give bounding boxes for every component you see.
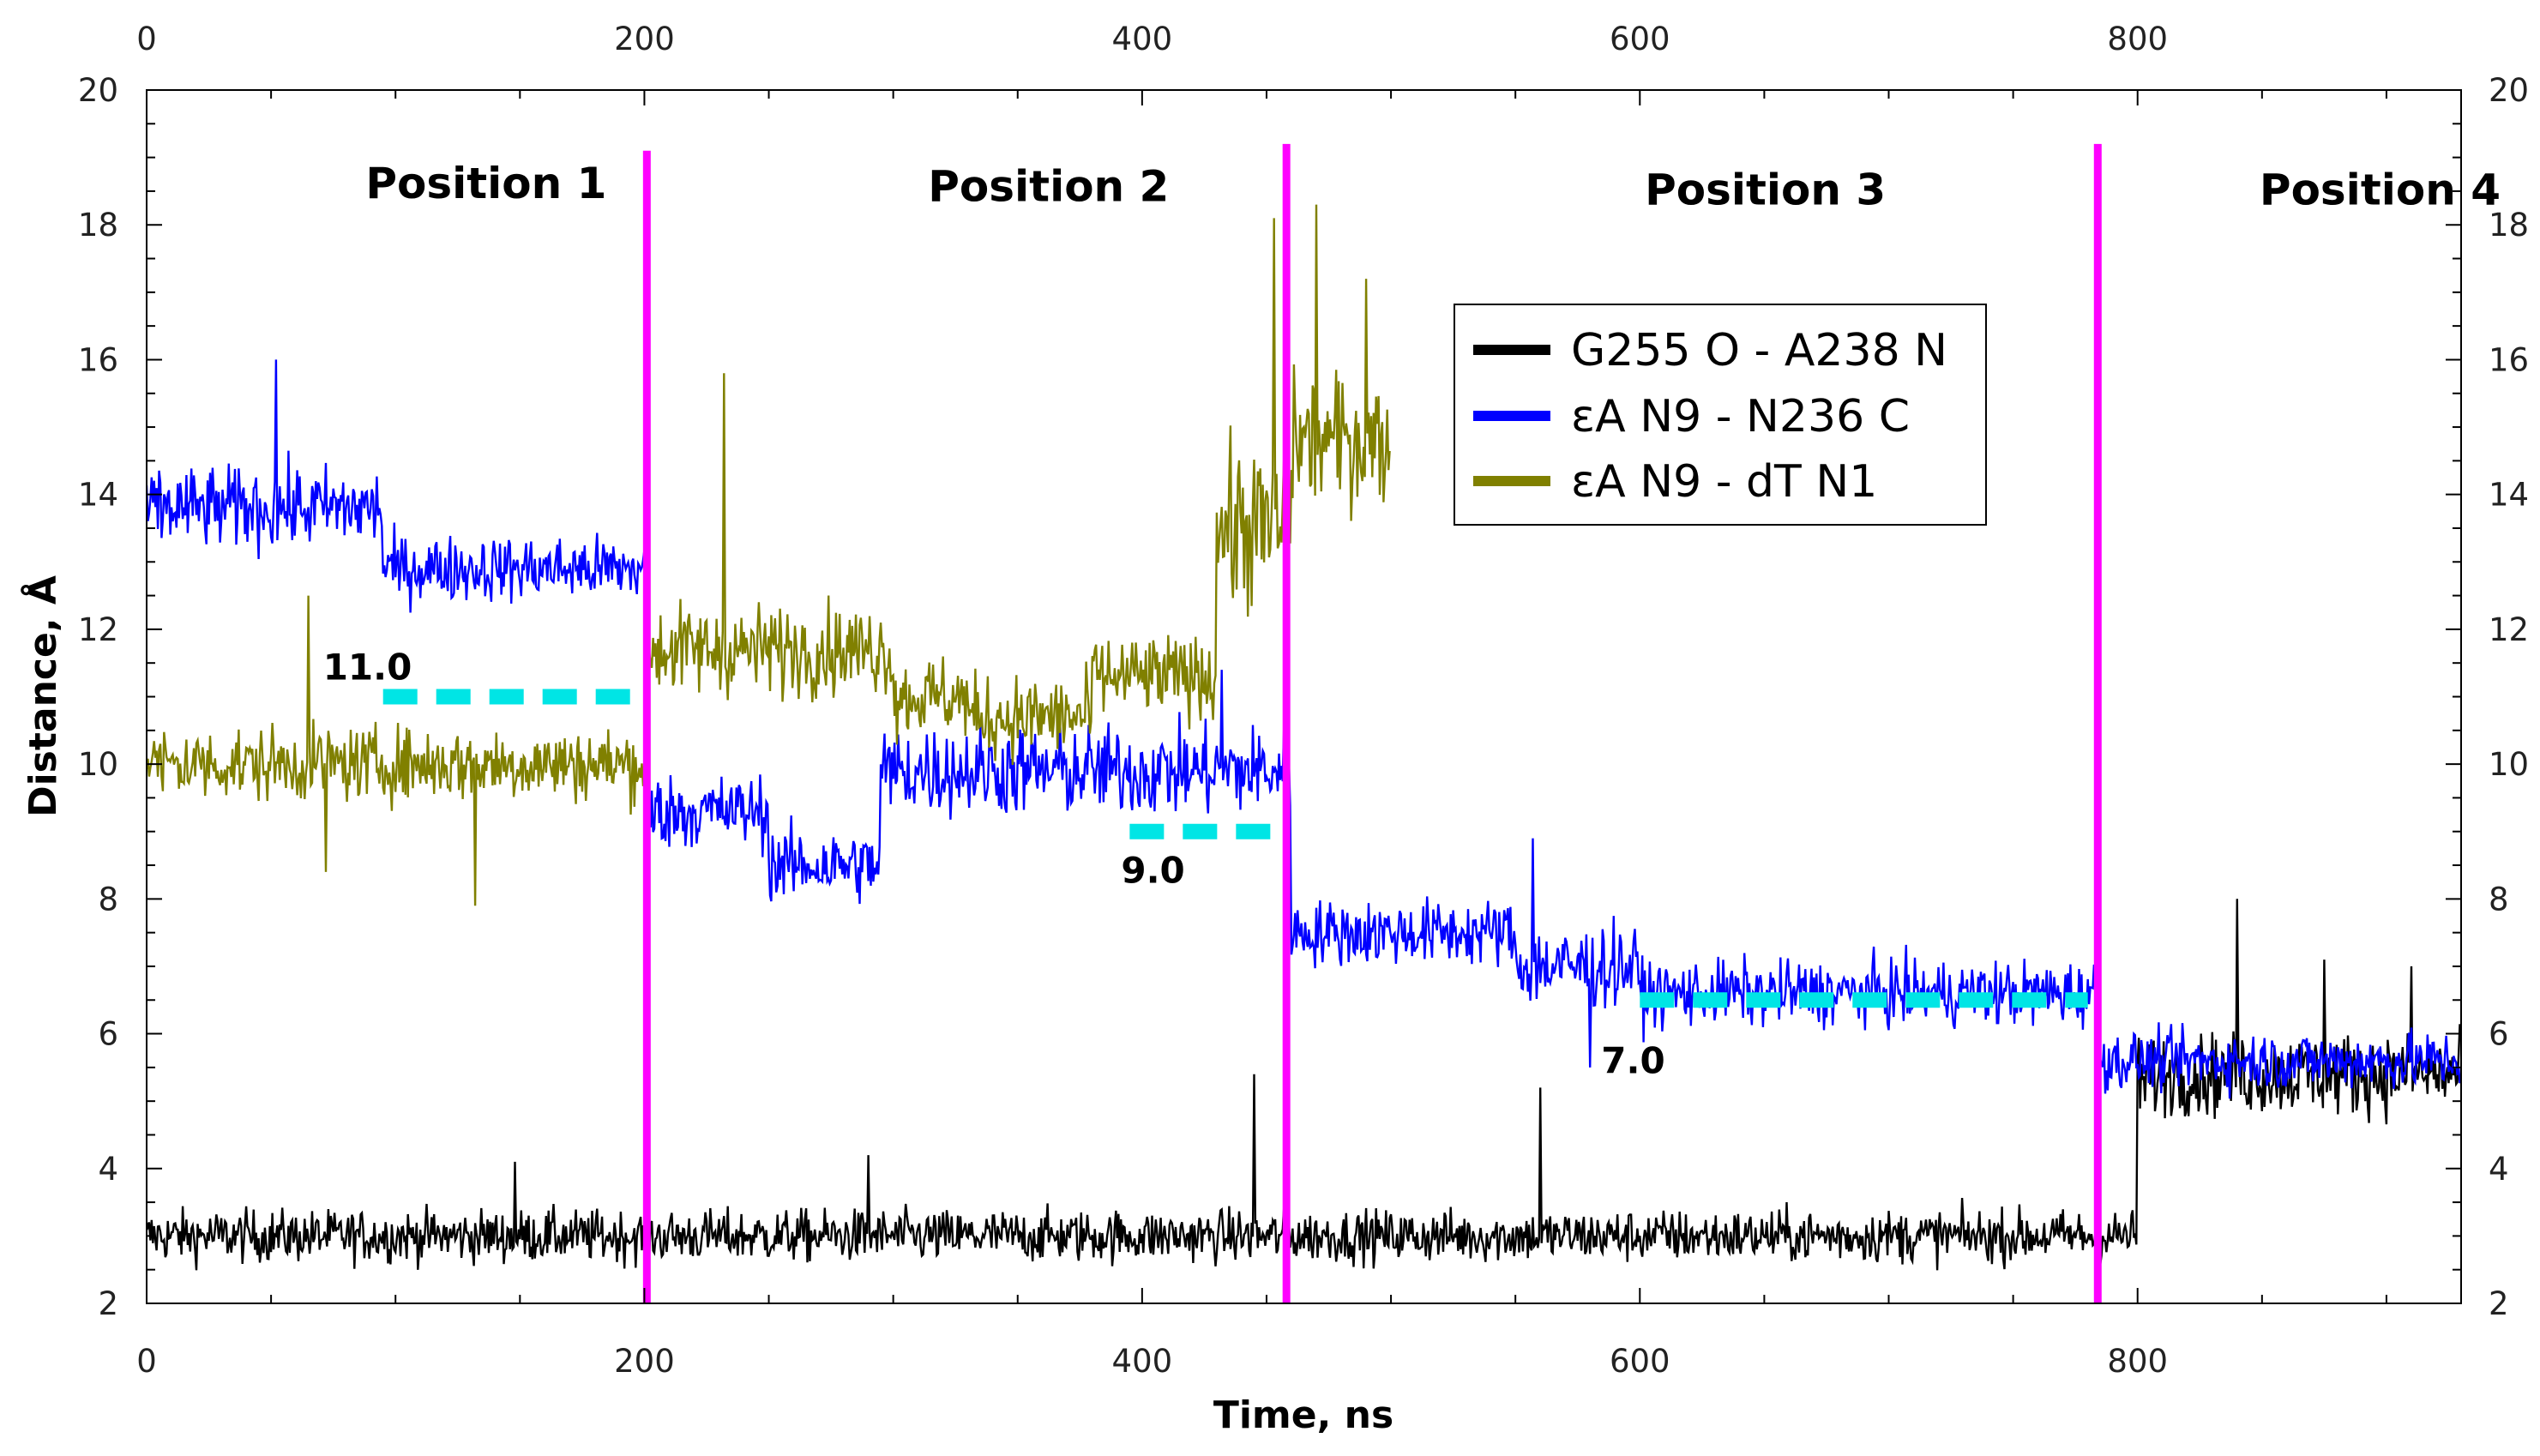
- threshold-label-2: 7.0: [1601, 1039, 1664, 1081]
- y-tick-label-right: 10: [2489, 746, 2529, 783]
- threshold-layer: 11.0 9.0 7.0: [323, 647, 2088, 1081]
- y-tick-label-left: 16: [78, 341, 118, 378]
- y-tick-label-right: 16: [2489, 341, 2529, 378]
- x-axis-title: Time, ns: [1213, 1393, 1393, 1437]
- region-layer: Position 1 Position 2 Position 3 Position 4: [365, 159, 2501, 215]
- x-tick-label-top: 800: [2107, 21, 2168, 57]
- legend-label-dt: εA N9 - dT N1: [1571, 456, 1877, 508]
- y-tick-label-left: 6: [98, 1016, 118, 1053]
- x-tick-label-bottom: 200: [614, 1343, 675, 1380]
- y-tick-label-left: 8: [98, 881, 118, 918]
- position-label-2: Position 2: [928, 162, 1169, 212]
- legend-label-n236: εA N9 - N236 C: [1571, 391, 1910, 442]
- threshold-label-0: 11.0: [323, 647, 412, 689]
- x-tick-label-top: 400: [1112, 21, 1173, 57]
- y-tick-label-right: 6: [2489, 1016, 2509, 1053]
- x-tick-label-top: 200: [614, 21, 675, 57]
- threshold-label-1: 9.0: [1121, 850, 1184, 892]
- legend: G255 O - A238 N εA N9 - N236 C εA N9 - d…: [1454, 304, 1987, 526]
- y-tick-label-right: 8: [2489, 881, 2509, 918]
- y-tick-label-left: 4: [98, 1151, 118, 1188]
- x-tick-label-bottom: 0: [136, 1343, 157, 1380]
- x-tick-label-bottom: 600: [1610, 1343, 1670, 1380]
- y-tick-label-right: 12: [2489, 611, 2529, 648]
- y-tick-label-right: 14: [2489, 477, 2529, 514]
- y-tick-label-right: 18: [2489, 207, 2529, 244]
- x-tick-label-top: 600: [1610, 21, 1670, 57]
- x-tick-label-top: 0: [136, 21, 157, 57]
- vline-layer: [642, 143, 2102, 1303]
- position-label-3: Position 3: [1645, 165, 1886, 215]
- y-tick-label-left: 12: [78, 611, 118, 648]
- y-tick-label-right: 20: [2489, 72, 2529, 109]
- series-line-0: [147, 899, 2461, 1271]
- series-line-1: [147, 359, 2461, 1099]
- y-tick-label-right: 4: [2489, 1151, 2509, 1188]
- x-tick-label-bottom: 800: [2107, 1343, 2168, 1380]
- y-tick-label-left: 18: [78, 207, 118, 244]
- axis-layer: 0 0 200 200 400 400 600 600 800 800 2 2 4 4 6 6 8 8 10 10 12…: [78, 21, 2529, 1380]
- label-layer: Time, ns Distance, Å: [20, 575, 1393, 1437]
- series-layer: [147, 204, 2461, 1271]
- position-label-1: Position 1: [365, 159, 606, 208]
- series-line-2: [147, 204, 1391, 906]
- y-axis-title: Distance, Å: [20, 575, 65, 817]
- y-tick-label-left: 2: [98, 1285, 118, 1322]
- y-tick-label-left: 14: [78, 477, 118, 514]
- position-label-4: Position 4: [2260, 165, 2501, 215]
- y-tick-label-left: 20: [78, 72, 118, 109]
- x-tick-label-bottom: 400: [1112, 1343, 1173, 1380]
- legend-label-g255: G255 O - A238 N: [1571, 325, 1947, 376]
- y-tick-label-right: 2: [2489, 1285, 2509, 1322]
- y-tick-label-left: 10: [78, 746, 118, 783]
